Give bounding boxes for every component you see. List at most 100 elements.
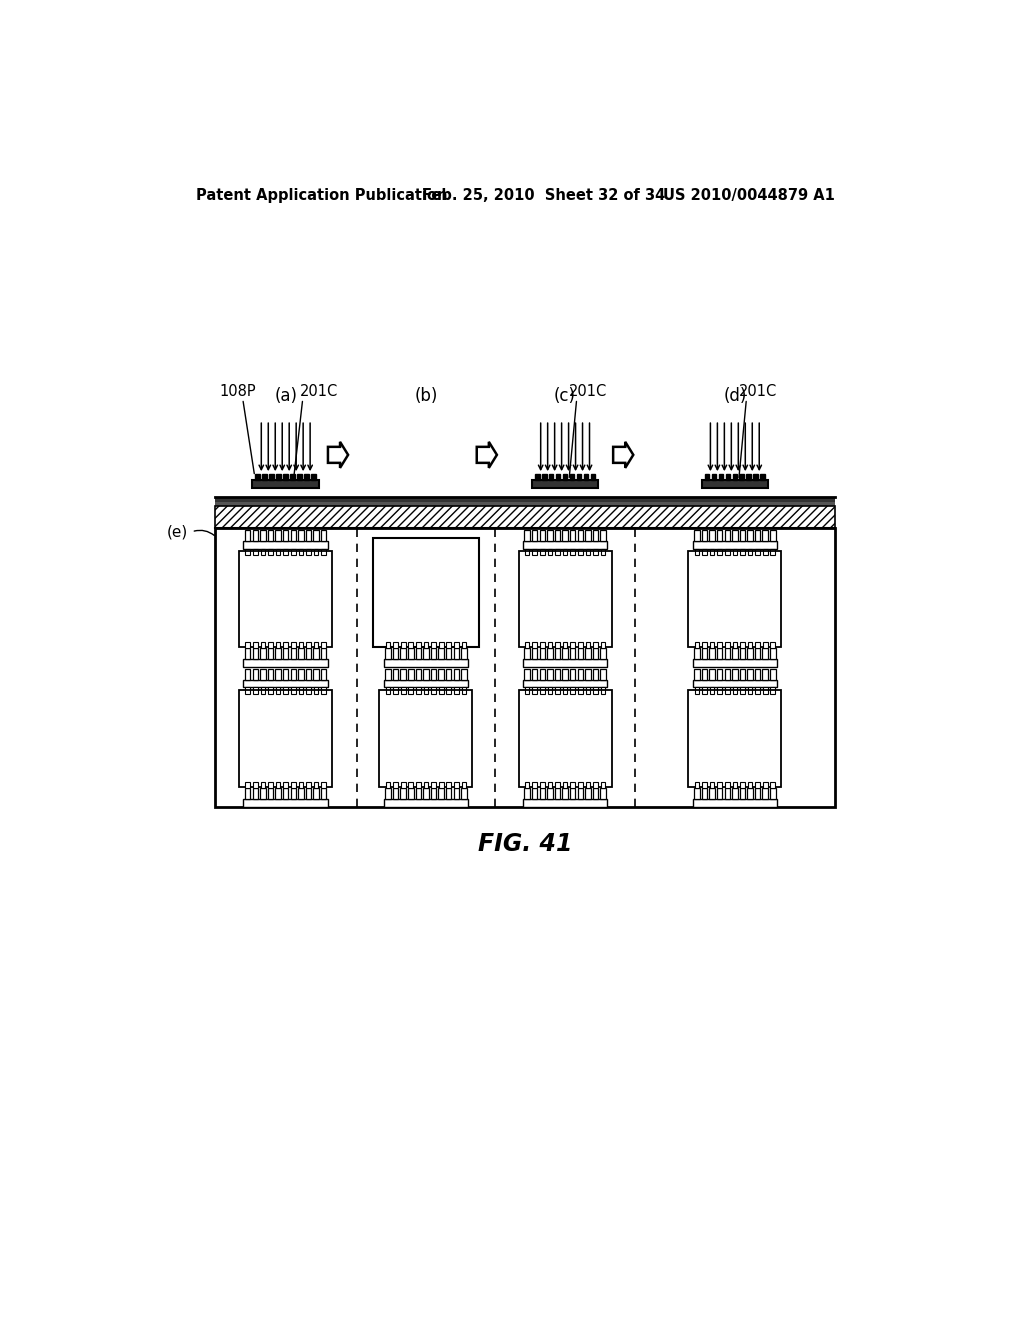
Bar bbox=[717, 781, 722, 788]
Bar bbox=[578, 531, 583, 541]
Bar bbox=[244, 659, 328, 667]
Bar bbox=[569, 474, 574, 480]
Bar bbox=[740, 781, 744, 788]
Bar bbox=[702, 642, 707, 648]
Bar bbox=[562, 669, 568, 680]
Bar bbox=[710, 788, 715, 799]
Bar bbox=[291, 642, 296, 648]
Bar bbox=[446, 642, 452, 648]
Bar bbox=[431, 788, 436, 799]
Bar bbox=[284, 474, 288, 480]
Bar bbox=[313, 669, 318, 680]
Bar bbox=[701, 669, 708, 680]
Bar bbox=[260, 788, 265, 799]
Bar bbox=[732, 531, 737, 541]
Bar bbox=[555, 669, 560, 680]
Bar bbox=[291, 531, 296, 541]
Bar bbox=[246, 642, 250, 648]
Bar bbox=[409, 669, 414, 680]
Bar bbox=[739, 648, 745, 659]
Bar bbox=[275, 642, 281, 648]
Bar bbox=[702, 549, 707, 556]
Bar bbox=[385, 669, 391, 680]
Bar bbox=[431, 669, 436, 680]
Bar bbox=[306, 642, 311, 648]
Bar bbox=[748, 781, 753, 788]
Bar bbox=[732, 688, 737, 694]
Bar bbox=[732, 781, 737, 788]
Bar bbox=[384, 680, 468, 688]
Bar bbox=[409, 788, 414, 799]
Bar bbox=[304, 474, 309, 480]
Bar bbox=[717, 531, 722, 541]
Bar bbox=[725, 531, 730, 541]
Bar bbox=[424, 642, 428, 648]
Bar bbox=[454, 642, 459, 648]
Bar bbox=[586, 688, 590, 694]
Bar bbox=[701, 648, 708, 659]
Bar bbox=[291, 688, 296, 694]
Bar bbox=[275, 531, 281, 541]
Bar bbox=[570, 549, 575, 556]
Bar bbox=[283, 788, 289, 799]
Bar bbox=[531, 480, 598, 488]
Bar bbox=[555, 642, 560, 648]
Bar bbox=[532, 781, 537, 788]
Text: (d): (d) bbox=[723, 387, 746, 405]
Polygon shape bbox=[477, 442, 497, 467]
Bar bbox=[454, 781, 459, 788]
Bar bbox=[246, 688, 250, 694]
Bar bbox=[770, 549, 775, 556]
Bar bbox=[540, 549, 545, 556]
Bar bbox=[570, 531, 575, 541]
Bar bbox=[577, 474, 582, 480]
Bar bbox=[423, 788, 429, 799]
Bar bbox=[431, 642, 436, 648]
Bar bbox=[717, 688, 722, 694]
Bar bbox=[283, 531, 289, 541]
Bar bbox=[732, 669, 737, 680]
Bar bbox=[578, 688, 583, 694]
Bar bbox=[454, 688, 459, 694]
Bar bbox=[755, 669, 761, 680]
Bar bbox=[555, 788, 560, 799]
Bar bbox=[694, 788, 699, 799]
Bar bbox=[268, 688, 272, 694]
Bar bbox=[694, 648, 699, 659]
Bar bbox=[694, 669, 699, 680]
Bar bbox=[313, 531, 318, 541]
Bar bbox=[563, 781, 567, 788]
Bar bbox=[384, 659, 468, 667]
Bar bbox=[694, 642, 699, 648]
Bar bbox=[710, 781, 715, 788]
Bar bbox=[409, 688, 413, 694]
Bar bbox=[756, 642, 760, 648]
Bar bbox=[306, 531, 311, 541]
Bar bbox=[438, 648, 443, 659]
Bar bbox=[755, 531, 761, 541]
Bar bbox=[578, 648, 583, 659]
Bar bbox=[702, 688, 707, 694]
Bar bbox=[384, 799, 468, 807]
Bar bbox=[523, 541, 607, 549]
Bar bbox=[446, 788, 452, 799]
Bar bbox=[548, 549, 552, 556]
Bar bbox=[717, 642, 722, 648]
Bar bbox=[246, 549, 250, 556]
Bar bbox=[400, 788, 406, 799]
Bar bbox=[253, 688, 258, 694]
Text: 108P: 108P bbox=[219, 384, 256, 399]
Bar bbox=[268, 648, 273, 659]
Bar bbox=[306, 788, 311, 799]
Bar bbox=[593, 669, 598, 680]
Bar bbox=[748, 531, 753, 541]
Bar bbox=[593, 549, 598, 556]
Bar bbox=[321, 531, 327, 541]
Bar bbox=[298, 531, 303, 541]
Bar bbox=[754, 474, 758, 480]
Bar bbox=[524, 669, 529, 680]
Bar bbox=[409, 642, 413, 648]
Bar bbox=[746, 474, 751, 480]
Text: FIG. 41: FIG. 41 bbox=[477, 832, 572, 855]
Bar bbox=[291, 788, 296, 799]
